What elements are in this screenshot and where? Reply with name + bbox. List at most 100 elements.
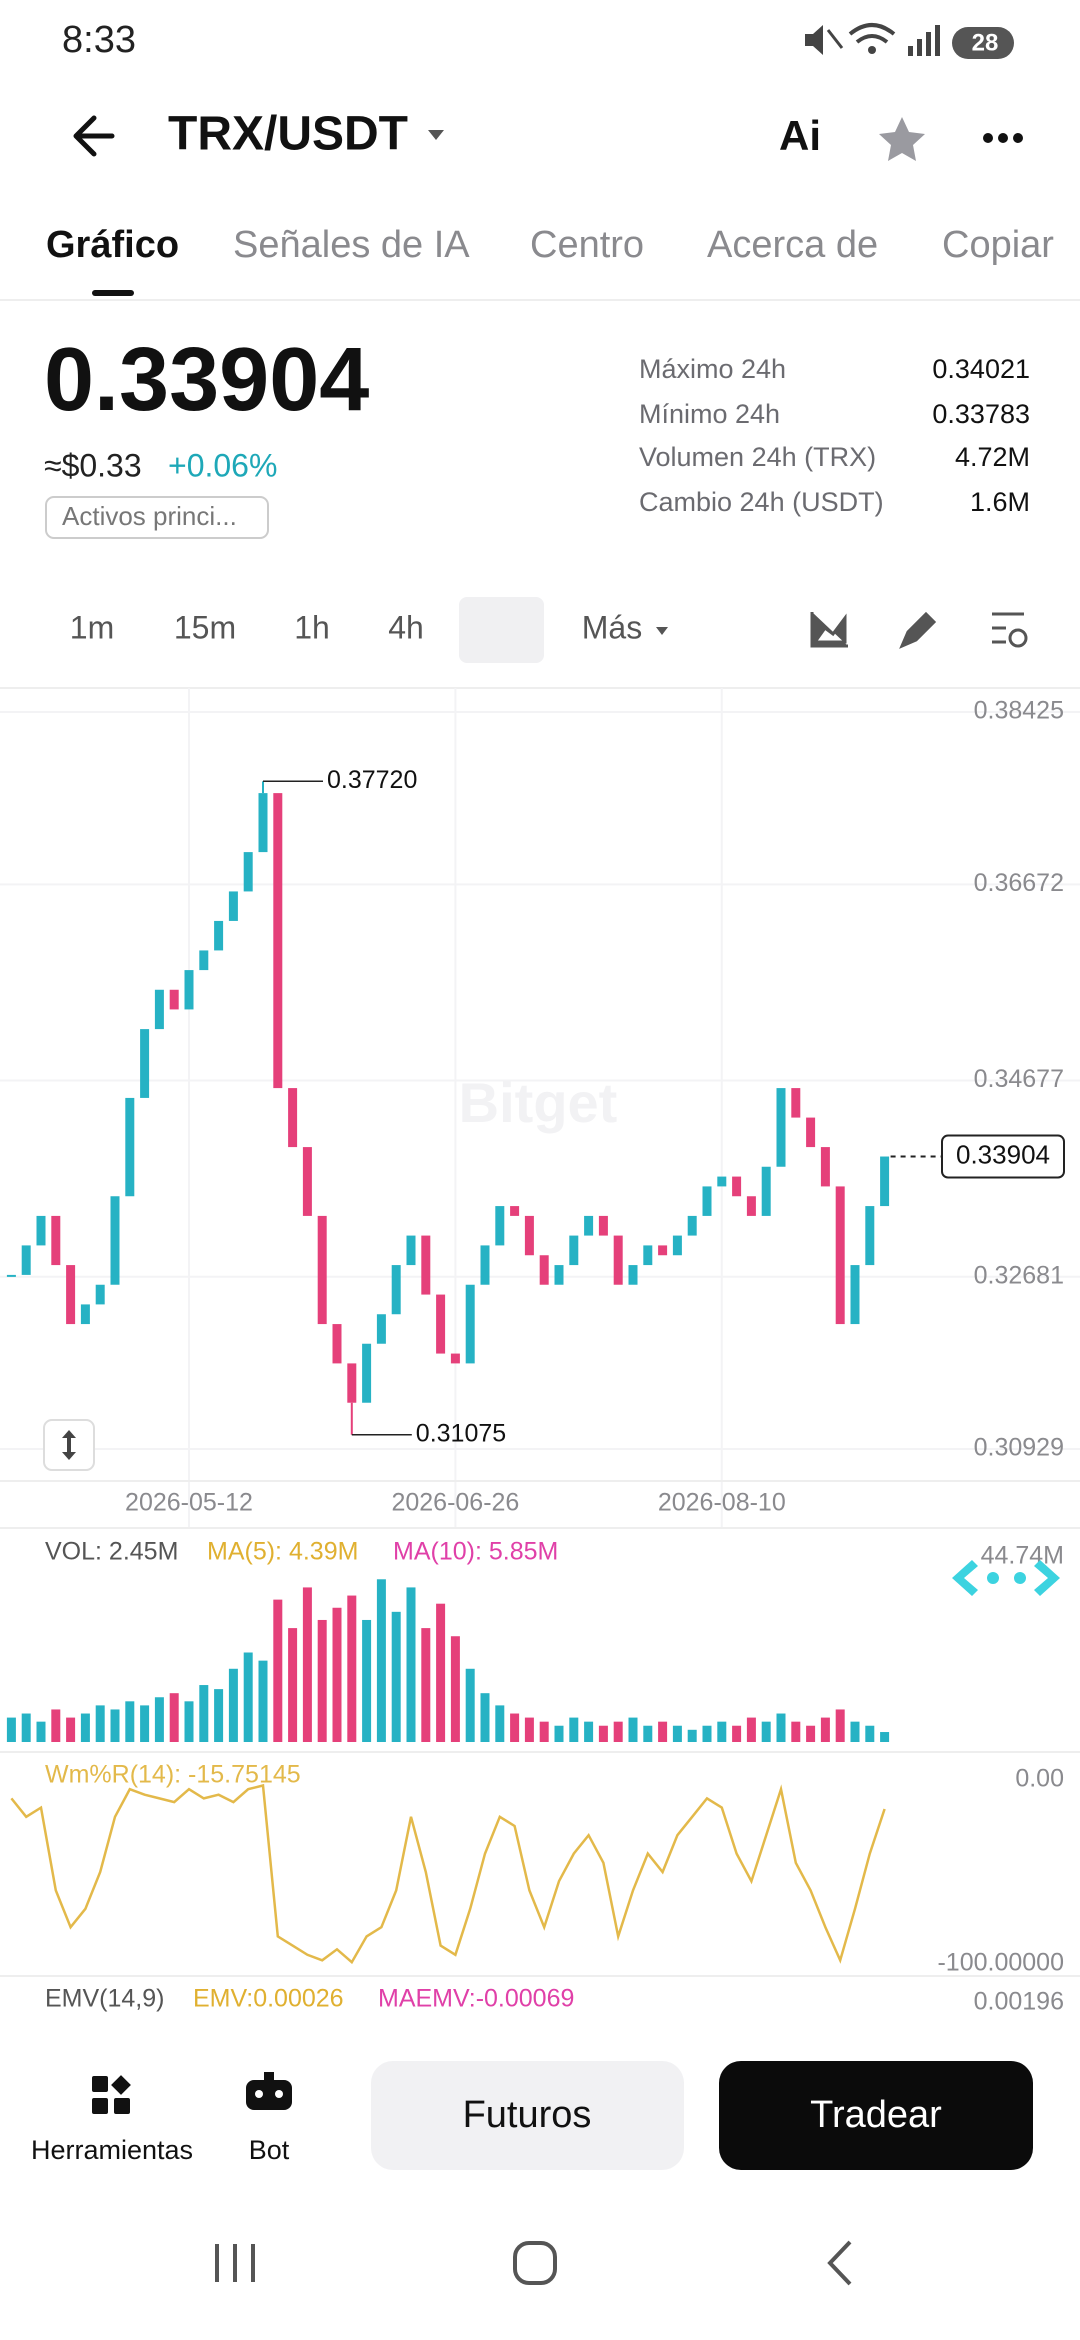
- tab[interactable]: Copiar: [942, 224, 1054, 266]
- candle: [598, 1215, 608, 1236]
- price-change: +0.06%: [168, 447, 277, 483]
- system-nav[interactable]: [215, 2240, 852, 2286]
- y-tick-label: 0.32681: [974, 1261, 1064, 1289]
- timeframe[interactable]: 4h: [388, 609, 424, 645]
- trade-button[interactable]: [719, 2061, 1033, 2170]
- trade-label[interactable]: Tradear: [810, 2094, 942, 2136]
- candle: [21, 1245, 31, 1275]
- candle: [436, 1294, 446, 1354]
- volume-bar: [288, 1628, 298, 1742]
- candle: [628, 1265, 638, 1285]
- candle: [258, 793, 268, 853]
- volume-bar: [36, 1721, 46, 1742]
- volume-bar: [243, 1652, 253, 1742]
- tab[interactable]: Señales de IA: [233, 224, 470, 266]
- y-tick-label: 44.74M: [981, 1542, 1064, 1570]
- futures-button[interactable]: [371, 2061, 684, 2170]
- favorite-star[interactable]: [879, 117, 925, 161]
- more-menu[interactable]: [983, 133, 1023, 143]
- y-tick-label: 0.30929: [974, 1434, 1064, 1462]
- volume-bar: [746, 1717, 756, 1742]
- pair-caret[interactable]: [428, 130, 444, 140]
- bot-icon[interactable]: [246, 2072, 292, 2110]
- volume-bar: [214, 1689, 224, 1742]
- candle: [169, 989, 179, 1010]
- pair-title[interactable]: TRX/USDT: [168, 108, 408, 161]
- indicator-toggle[interactable]: [952, 1560, 1060, 1596]
- toolbar-icons[interactable]: [810, 611, 1028, 649]
- stat-label: Volumen 24h (TRX): [639, 442, 876, 472]
- futures-label[interactable]: Futuros: [463, 2094, 592, 2136]
- volume-bar: [539, 1721, 549, 1742]
- candle: [791, 1088, 801, 1118]
- battery-level: 28: [972, 29, 999, 56]
- ai-button[interactable]: Ai: [779, 112, 821, 159]
- candle: [850, 1265, 860, 1325]
- tab[interactable]: Centro: [530, 224, 644, 266]
- usd-price: ≈$0.33: [44, 447, 142, 483]
- volume-bar: [820, 1717, 830, 1742]
- candle: [717, 1176, 727, 1187]
- legend-entry: VOL: 2.45M: [45, 1538, 178, 1566]
- candle: [569, 1235, 579, 1266]
- volume-bar: [776, 1713, 786, 1742]
- candle: [391, 1265, 401, 1315]
- candle: [95, 1284, 105, 1305]
- volume-bar: [865, 1725, 875, 1742]
- more-caret[interactable]: [656, 627, 668, 635]
- bot-label[interactable]: Bot: [249, 2135, 290, 2165]
- resize-handle[interactable]: [43, 1419, 95, 1471]
- timeframe[interactable]: 1m: [70, 609, 114, 645]
- candle: [584, 1215, 594, 1236]
- candle: [702, 1186, 712, 1216]
- candle: [228, 891, 238, 921]
- volume-bar: [554, 1725, 564, 1742]
- volume-bar: [702, 1725, 712, 1742]
- tools-icon[interactable]: [92, 2075, 131, 2114]
- volume-bar: [110, 1709, 120, 1742]
- back-button[interactable]: [73, 115, 115, 157]
- x-tick-label: 2026-08-10: [658, 1489, 786, 1517]
- volume-bar: [80, 1713, 90, 1742]
- volume-bar: [687, 1729, 697, 1742]
- tools-label[interactable]: Herramientas: [31, 2135, 193, 2165]
- candle: [820, 1147, 830, 1187]
- candle: [36, 1215, 46, 1246]
- tab[interactable]: Acerca de: [707, 224, 878, 266]
- legend-entry: MA(10): 5.85M: [393, 1538, 558, 1566]
- timeframe[interactable]: 1h: [294, 609, 330, 645]
- volume-bar: [510, 1713, 520, 1742]
- volume-bar: [450, 1636, 460, 1742]
- candle: [288, 1088, 298, 1148]
- candle: [317, 1215, 327, 1325]
- timeframe[interactable]: 15m: [174, 609, 236, 645]
- volume-bar: [732, 1725, 742, 1742]
- tab[interactable]: Gráfico: [46, 224, 179, 266]
- pane-title: Wm%R(14): -15.75145: [45, 1761, 301, 1789]
- volume-bar: [806, 1725, 816, 1742]
- volume-bar: [569, 1717, 579, 1742]
- y-tick-label: 0.38425: [974, 697, 1064, 725]
- candle: [51, 1215, 61, 1266]
- stat-label: Cambio 24h (USDT): [639, 487, 884, 517]
- volume-bar: [302, 1587, 312, 1742]
- y-tick-label: -100.00000: [937, 1949, 1064, 1977]
- candle: [199, 950, 209, 971]
- volume-bar: [66, 1717, 76, 1742]
- volume-bar: [628, 1717, 638, 1742]
- tag-pill[interactable]: [45, 496, 269, 539]
- volume-bar: [717, 1721, 727, 1742]
- candle: [495, 1206, 505, 1246]
- timeframe[interactable]: Más: [582, 609, 642, 645]
- volume-bar: [406, 1587, 416, 1742]
- candle: [421, 1235, 431, 1295]
- candle: [66, 1265, 76, 1325]
- volume-bar: [184, 1701, 194, 1742]
- volume-bar: [421, 1628, 431, 1742]
- volume-bar: [228, 1668, 238, 1742]
- candle: [376, 1314, 386, 1344]
- candle: [140, 1029, 150, 1098]
- candle: [776, 1088, 786, 1167]
- volume-bar: [850, 1721, 860, 1742]
- status-icons: [805, 23, 1014, 59]
